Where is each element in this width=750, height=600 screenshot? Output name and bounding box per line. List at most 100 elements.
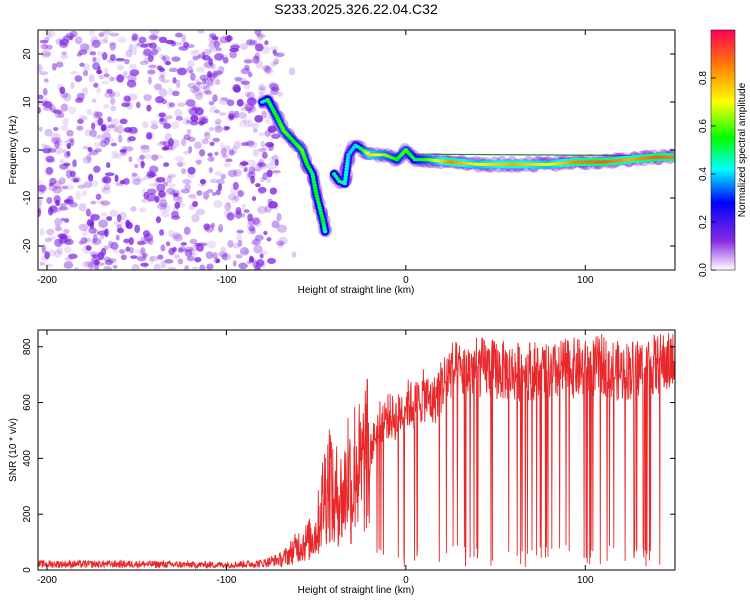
noise-blob (89, 251, 99, 258)
noise-blob (89, 221, 94, 230)
noise-blob (227, 169, 238, 178)
noise-blob (109, 259, 117, 264)
noise-blob (205, 77, 214, 86)
noise-blob (48, 249, 57, 257)
ridge-core (318, 211, 324, 215)
noise-blob (174, 109, 183, 118)
noise-blob (94, 134, 100, 140)
noise-blob (78, 114, 88, 120)
noise-blob (219, 150, 227, 159)
ridge-core (319, 214, 325, 218)
noise-blob (262, 65, 270, 72)
noise-blob (168, 67, 178, 73)
noise-blob (164, 61, 171, 66)
noise-blob (195, 92, 204, 100)
noise-blob (207, 156, 215, 162)
noise-blob (131, 172, 138, 177)
noise-blob (89, 129, 97, 138)
noise-blob (81, 190, 88, 197)
noise-blob (79, 62, 85, 67)
noise-blob (90, 214, 100, 221)
noise-blob (52, 127, 59, 132)
ridge-core (310, 172, 315, 176)
noise-blob (276, 91, 284, 97)
noise-blob (44, 128, 53, 137)
noise-blob (73, 178, 79, 183)
noise-blob (184, 265, 190, 270)
noise-blob (136, 240, 146, 246)
noise-blob (214, 52, 224, 61)
noise-blob (232, 260, 237, 267)
noise-blob (254, 52, 260, 61)
noise-blob (143, 48, 152, 57)
noise-blob (96, 86, 102, 94)
noise-blob (240, 80, 250, 86)
noise-blob (181, 168, 187, 175)
noise-blob (202, 190, 210, 200)
noise-blob (52, 186, 63, 194)
noise-blob (267, 201, 278, 209)
noise-blob (85, 260, 96, 268)
noise-blob (242, 160, 247, 167)
noise-blob (155, 96, 165, 104)
noise-blob (267, 125, 277, 133)
noise-blob (60, 124, 69, 132)
noise-blob (119, 149, 127, 153)
noise-blob (132, 43, 140, 49)
noise-blob (238, 111, 248, 119)
noise-blob (105, 136, 115, 143)
noise-blob (47, 30, 56, 38)
ridge-core (349, 148, 355, 152)
noise-blob (239, 161, 249, 166)
noise-blob (209, 141, 215, 146)
x-tick-label: -100 (216, 575, 236, 586)
ridge-core (273, 112, 278, 116)
noise-blob (178, 46, 189, 51)
noise-blob (65, 239, 72, 245)
noise-blob (195, 208, 206, 216)
noise-blob (41, 52, 52, 58)
noise-blob (232, 84, 241, 93)
noise-blob (271, 169, 281, 174)
y-tick-label: 200 (22, 505, 33, 522)
noise-blob (273, 48, 278, 56)
noise-blob (243, 83, 251, 90)
x-tick-label: -200 (37, 275, 57, 286)
noise-blob (70, 81, 75, 89)
ridge-core (302, 155, 307, 159)
noise-blob (109, 54, 116, 61)
noise-blob (92, 234, 98, 243)
noise-blob (91, 237, 102, 246)
noise-blob (162, 140, 171, 147)
noise-blob (213, 40, 220, 49)
noise-blob (95, 193, 102, 200)
noise-blob (149, 51, 156, 59)
noise-blob (38, 64, 43, 72)
noise-blob (182, 248, 188, 253)
noise-blob (76, 125, 84, 131)
noise-blob (90, 200, 97, 205)
noise-blob (124, 58, 130, 65)
noise-blob (142, 121, 149, 129)
noise-blob (80, 236, 87, 244)
noise-blob (214, 151, 219, 156)
noise-blob (102, 176, 112, 184)
noise-blob (74, 75, 83, 83)
noise-blob (131, 36, 138, 42)
noise-blob (212, 252, 218, 259)
noise-blob (195, 106, 201, 111)
noise-blob (177, 247, 184, 253)
noise-blob (63, 261, 74, 269)
y-tick-label: 600 (22, 394, 33, 411)
noise-blob (268, 127, 273, 133)
noise-blob (136, 157, 144, 164)
noise-blob (82, 70, 89, 77)
noise-blob (109, 32, 120, 37)
noise-blob (54, 146, 64, 155)
noise-blob (110, 142, 117, 147)
noise-blob (96, 65, 102, 75)
ridge-core (315, 197, 320, 201)
noise-blob (110, 118, 119, 126)
noise-blob (214, 118, 222, 125)
